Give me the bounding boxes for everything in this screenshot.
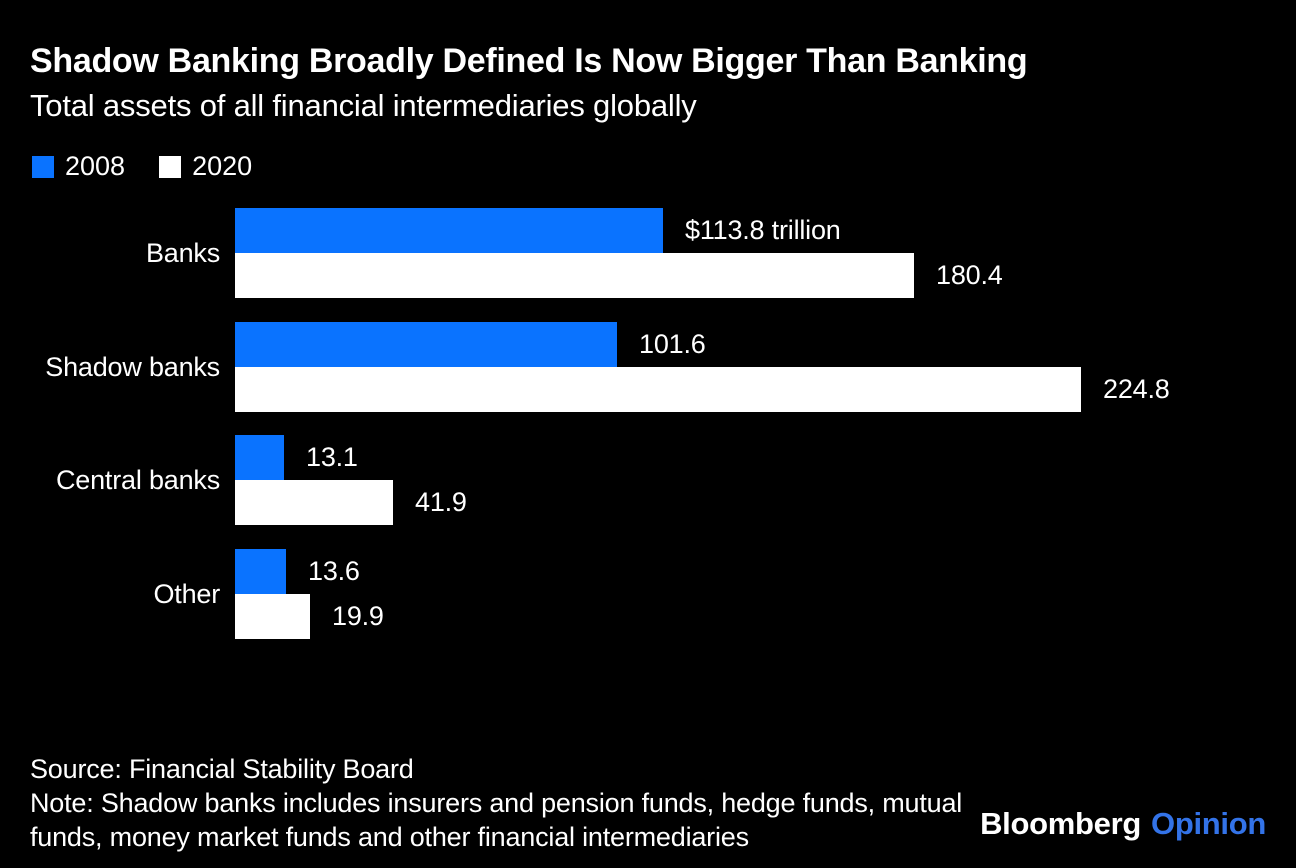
bar-2008-shadow-banks: [235, 322, 617, 367]
legend-label: 2008: [65, 151, 126, 181]
legend-item-2008: 2008: [32, 151, 125, 182]
category-label: Shadow banks: [45, 351, 220, 382]
bar-2008-central-banks: [235, 435, 284, 480]
logo-product: Opinion: [1151, 806, 1266, 841]
value-label-2008: $113.8 trillion: [685, 215, 841, 245]
legend-swatch-2020: [159, 155, 182, 178]
category-label: Banks: [145, 237, 220, 268]
bar-2008-banks: [235, 208, 663, 253]
chart-title: Shadow Banking Broadly Defined Is Now Bi…: [30, 42, 1028, 80]
note-line-1: Note: Shadow banks includes insurers and…: [30, 788, 963, 818]
legend: 2008 2020: [32, 151, 252, 182]
bar-2020-shadow-banks: [235, 367, 1081, 412]
bar-2020-central-banks: [235, 480, 393, 525]
value-label-2008: 101.6: [639, 329, 706, 359]
bar-2008-other: [235, 549, 286, 594]
value-label-2020: 41.9: [415, 487, 467, 517]
bloomberg-opinion-logo: Bloomberg Opinion: [980, 806, 1266, 842]
legend-swatch-2008: [32, 155, 54, 178]
legend-label: 2020: [192, 151, 253, 181]
bar-2020-other: [235, 594, 310, 639]
legend-item-2020: 2020: [159, 151, 252, 182]
footer: Source: Financial Stability Board Note: …: [30, 752, 962, 854]
value-label-2020: 224.8: [1103, 374, 1170, 404]
note-line-2: funds, money market funds and other fina…: [30, 822, 749, 852]
bar-2020-banks: [235, 253, 914, 298]
value-label-2008: 13.6: [308, 556, 360, 586]
category-label: Central banks: [56, 464, 220, 495]
value-label-2020: 180.4: [936, 260, 1003, 290]
source-line: Source: Financial Stability Board: [30, 754, 414, 784]
value-label-2020: 19.9: [332, 601, 384, 631]
value-label-2008: 13.1: [306, 442, 358, 472]
category-label: Other: [153, 578, 220, 609]
chart-subtitle: Total assets of all financial intermedia…: [30, 88, 697, 123]
logo-brand: Bloomberg: [980, 806, 1142, 841]
